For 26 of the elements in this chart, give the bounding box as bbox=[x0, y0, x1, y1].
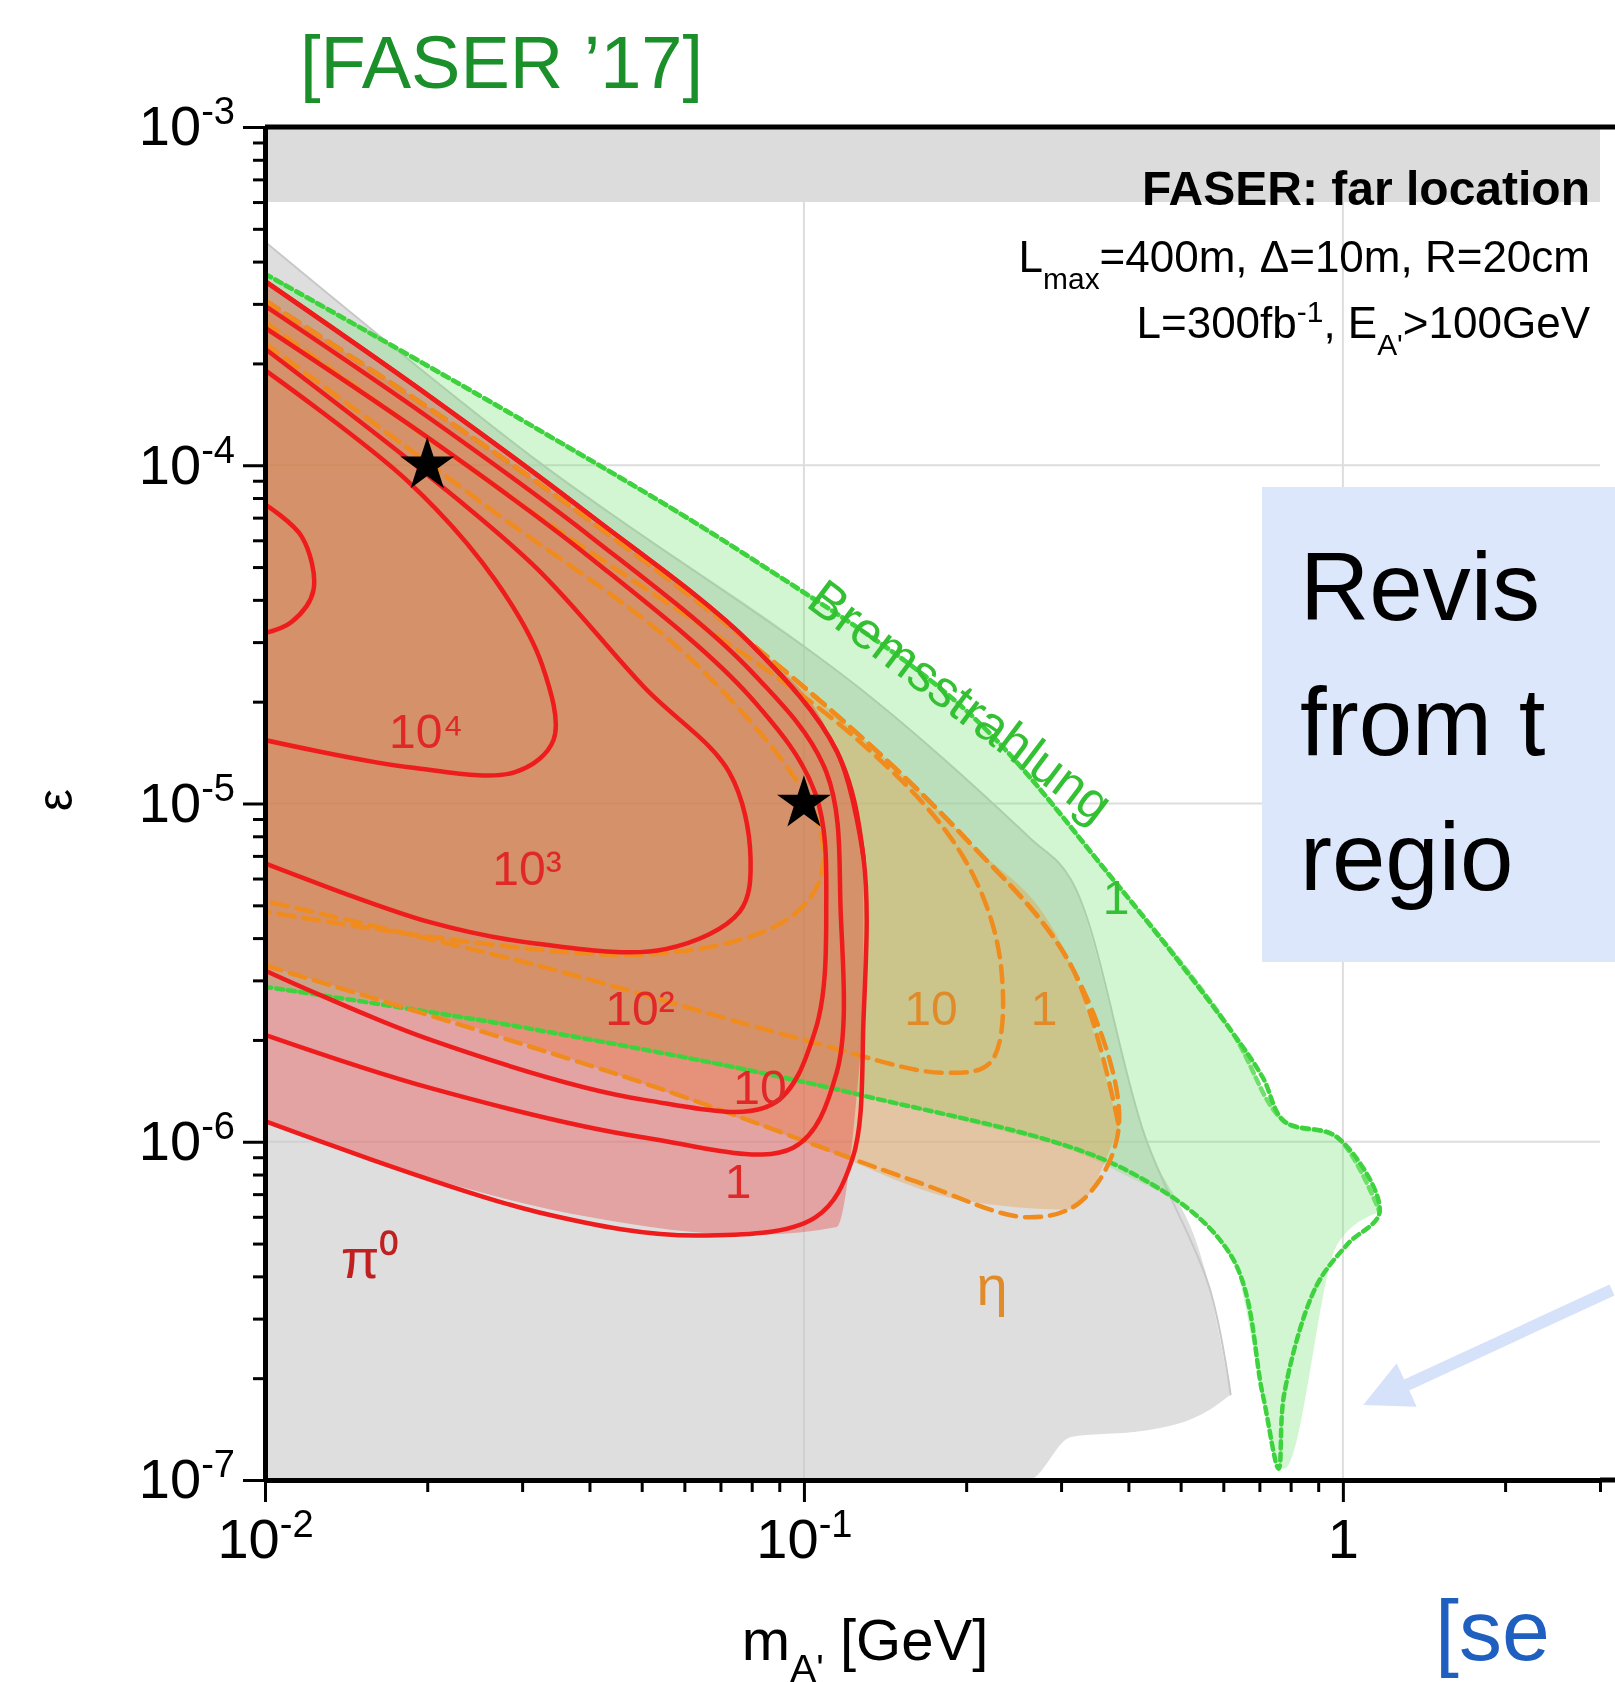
annotation: 10² bbox=[605, 982, 675, 1035]
annotation: 10 bbox=[904, 982, 958, 1035]
x-axis-title: m$_{A'}$ [GeV] bbox=[741, 1607, 989, 1682]
annotation: 10 bbox=[733, 1061, 787, 1114]
y-tick-label: 10$^{-4}$ bbox=[138, 428, 235, 496]
annotation: from t bbox=[1300, 668, 1546, 775]
annotation: 1 bbox=[1030, 982, 1058, 1035]
annotation: regio bbox=[1300, 803, 1514, 910]
annotation: η bbox=[976, 1254, 1008, 1317]
annotation: FASER: far location bbox=[1141, 162, 1590, 215]
y-axis-title: ε bbox=[27, 788, 83, 812]
annotation: π⁰ bbox=[340, 1227, 400, 1290]
annotation: 1 bbox=[1102, 871, 1130, 924]
annotation: L=300fb$^{-1}$, E$_{A'}$>100GeV bbox=[1136, 294, 1591, 361]
annotation: 1 bbox=[724, 1155, 752, 1208]
text: [se bbox=[1435, 1582, 1550, 1678]
y-tick-label: 10$^{-3}$ bbox=[138, 90, 235, 158]
y-tick-label: 10$^{-6}$ bbox=[138, 1105, 235, 1173]
chart-title: [FASER ’17] bbox=[300, 21, 704, 104]
y-tick-label: 10$^{-5}$ bbox=[138, 766, 235, 834]
annotation: 10³ bbox=[492, 842, 562, 895]
annotation: Revis bbox=[1300, 533, 1541, 640]
x-tick-label: 10$^{-1}$ bbox=[756, 1502, 853, 1570]
annotation: 10⁴ bbox=[388, 705, 464, 758]
annotation: L$_{max}$=400m, Δ=10m, R=20cm bbox=[1018, 232, 1590, 295]
x-tick-label: 1 bbox=[1327, 1506, 1359, 1570]
